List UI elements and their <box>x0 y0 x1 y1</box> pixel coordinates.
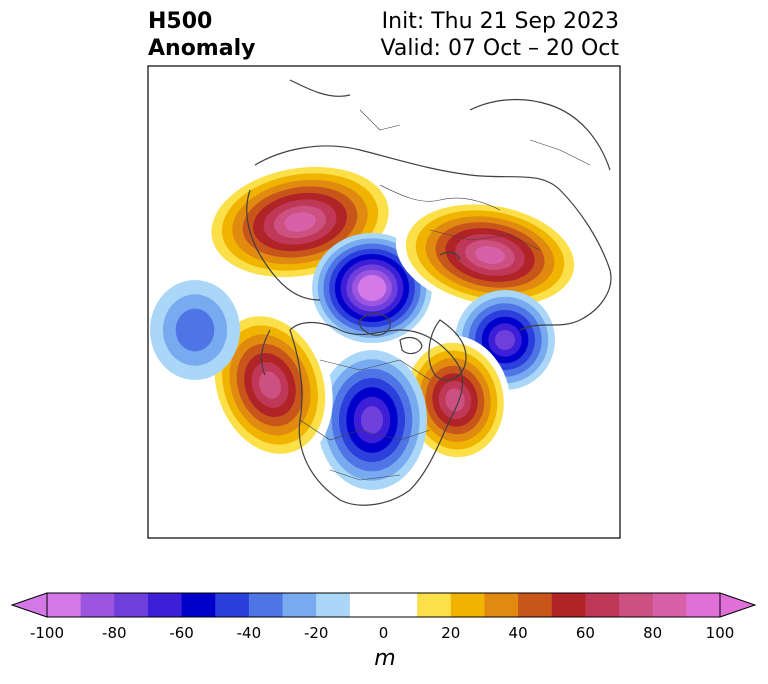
colorbar-tick-label: 100 <box>705 624 735 642</box>
title-left: H500 Anomaly <box>148 8 255 62</box>
anomaly-center <box>150 280 240 380</box>
colorbar-swatch <box>349 593 384 617</box>
coastlines <box>246 79 612 506</box>
colorbar-tick-label: -100 <box>29 624 65 642</box>
anomaly-center <box>395 198 585 312</box>
colorbar-tick-label: -20 <box>303 624 329 642</box>
anomaly-center <box>399 335 511 465</box>
anomaly-contour <box>175 308 215 352</box>
colorbar-tick-label: 80 <box>643 624 663 642</box>
colorbar-swatch <box>316 593 351 617</box>
colorbar-swatch <box>80 593 115 617</box>
colorbar-outline <box>46 592 721 618</box>
colorbar-extend-max <box>719 592 757 618</box>
init-date: Init: Thu 21 Sep 2023 <box>381 9 619 34</box>
anomaly-contour <box>361 406 383 434</box>
anomaly-contour <box>445 388 465 412</box>
anomaly-center <box>317 350 427 490</box>
anomaly-contour <box>495 330 515 350</box>
title-right: Init: Thu 21 Sep 2023 Valid: 07 Oct – 20… <box>381 8 619 62</box>
colorbar <box>10 592 757 618</box>
colorbar-swatch <box>47 593 82 617</box>
anomaly-contour <box>363 280 381 296</box>
valid-range: Valid: 07 Oct – 20 Oct <box>380 36 619 61</box>
colorbar-tick-label: -80 <box>102 624 127 642</box>
colorbar-swatch <box>282 593 317 617</box>
colorbar-swatch <box>114 593 149 617</box>
colorbar-swatch <box>181 593 216 617</box>
colorbar-extend-min <box>10 592 48 618</box>
anomaly-contour <box>475 246 505 264</box>
colorbar-tick-label: 0 <box>378 624 389 642</box>
title-anomaly: Anomaly <box>148 36 256 61</box>
map-frame <box>147 65 621 539</box>
title-variable: H500 <box>148 9 213 34</box>
colorbar-swatch <box>585 593 620 617</box>
colorbar-swatch <box>383 593 418 617</box>
colorbar-swatch <box>215 593 250 617</box>
colorbar-tick-label: 20 <box>441 624 461 642</box>
colorbar-swatch <box>417 593 452 617</box>
colorbar-swatch <box>652 593 687 617</box>
colorbar-swatch <box>518 593 553 617</box>
colorbar-swatch <box>551 593 586 617</box>
anomaly-contour <box>284 212 316 232</box>
colorbar-swatch <box>686 593 721 617</box>
anomaly-contour <box>258 371 282 399</box>
colorbar-tick-label: -60 <box>169 624 194 642</box>
colorbar-swatch <box>248 593 284 617</box>
colorbar-tick-label: 60 <box>575 624 595 642</box>
colorbar-swatch <box>147 593 183 617</box>
colorbar-tick-label: 40 <box>508 624 528 642</box>
colorbar-tick-label: -40 <box>236 624 262 642</box>
colorbar-swatch <box>450 593 485 617</box>
anomaly-center <box>207 307 333 463</box>
colorbar-swatch <box>484 593 519 617</box>
anomaly-fills <box>150 160 585 490</box>
anomaly-center <box>312 233 432 343</box>
map-area <box>148 66 620 538</box>
colorbar-swatch <box>619 593 654 617</box>
colorbar-unit: m <box>374 646 396 671</box>
